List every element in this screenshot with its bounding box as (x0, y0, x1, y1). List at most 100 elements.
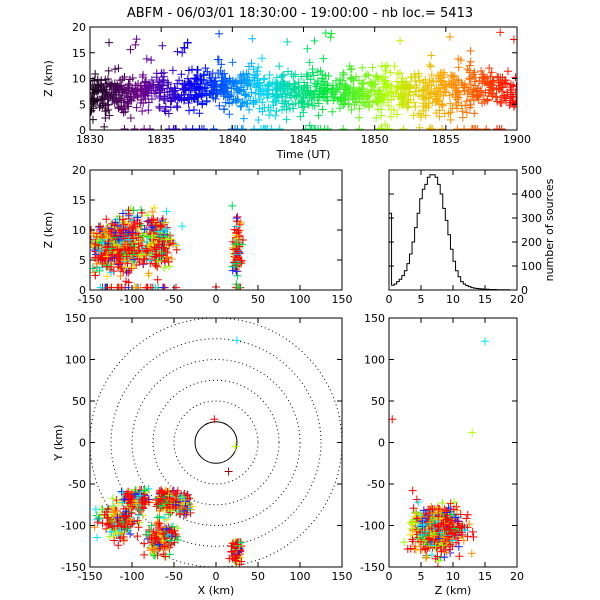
x-axis-label: Time (UT) (276, 148, 331, 161)
data-point (232, 88, 241, 97)
data-point (254, 63, 263, 72)
data-point (153, 275, 162, 284)
data-point (425, 60, 434, 69)
data-point (265, 85, 274, 94)
data-point (398, 78, 407, 87)
data-point (139, 92, 148, 101)
data-point (355, 104, 364, 113)
data-point (140, 124, 149, 130)
data-point (161, 247, 170, 256)
data-point (95, 238, 104, 247)
y-tick-label: 100 (521, 260, 542, 273)
data-point (172, 102, 181, 111)
x-tick-label: -50 (165, 570, 183, 583)
data-point (139, 504, 148, 513)
data-point (252, 69, 261, 78)
data-point (160, 237, 169, 246)
data-point (202, 78, 211, 87)
data-point (240, 90, 249, 99)
data-point (237, 557, 246, 566)
data-point (168, 522, 177, 531)
data-point (292, 91, 301, 100)
histogram-bin (461, 282, 464, 290)
data-point (147, 216, 156, 225)
data-point (416, 510, 425, 519)
data-point (110, 506, 119, 515)
data-point (144, 98, 153, 107)
data-point (314, 111, 323, 120)
data-point (104, 239, 113, 248)
data-point (296, 112, 305, 121)
data-point (184, 504, 193, 513)
data-point (114, 88, 123, 97)
data-point (163, 503, 172, 512)
data-point (124, 209, 133, 218)
data-point (442, 506, 451, 515)
data-point (236, 218, 245, 227)
histogram-bin (456, 271, 459, 290)
data-point (464, 87, 473, 96)
data-point (412, 514, 421, 523)
data-point (352, 97, 361, 106)
data-point (422, 93, 431, 102)
data-point (167, 507, 176, 516)
x-tick-label: 50 (251, 570, 265, 583)
data-point (272, 73, 281, 82)
data-point (339, 68, 348, 77)
data-point (157, 501, 166, 510)
data-point (410, 98, 419, 107)
data-point (486, 72, 495, 81)
data-point (477, 66, 486, 75)
outlier-point (481, 337, 489, 346)
histogram-bin (394, 284, 397, 290)
data-point (467, 92, 476, 101)
data-point (132, 103, 141, 112)
data-point (433, 503, 442, 512)
data-point (110, 536, 119, 545)
outlier-point (210, 415, 219, 424)
y-tick-label: 150 (364, 312, 385, 325)
data-point (313, 67, 322, 76)
plot-area (389, 337, 489, 567)
data-point (176, 510, 185, 519)
data-point (432, 94, 441, 103)
data-point (151, 261, 160, 270)
data-point (129, 94, 138, 103)
y-tick-label: 100 (65, 354, 86, 367)
data-point (509, 93, 517, 102)
data-point (306, 88, 315, 97)
data-point (403, 81, 412, 90)
data-point (155, 519, 164, 528)
data-point (155, 88, 164, 97)
data-point (160, 263, 169, 272)
data-point (239, 114, 248, 123)
data-point (311, 86, 320, 95)
data-point (337, 94, 346, 103)
axis-frame (89, 317, 343, 568)
data-point (156, 86, 165, 95)
plot-area (90, 28, 517, 130)
data-point (440, 525, 449, 534)
data-point (349, 83, 358, 92)
data-point (242, 69, 251, 78)
data-point (117, 530, 126, 539)
data-point (439, 73, 448, 82)
data-point (233, 259, 242, 268)
data-point (158, 41, 167, 50)
data-point (140, 550, 149, 559)
data-point (452, 90, 461, 99)
data-point (102, 508, 111, 517)
data-point (188, 502, 197, 511)
data-point (96, 283, 105, 290)
histogram-bin (458, 277, 461, 290)
data-point (150, 546, 159, 555)
data-point (123, 491, 132, 500)
data-point (268, 89, 277, 98)
data-point (412, 545, 421, 554)
data-point (322, 79, 331, 88)
data-point (124, 517, 133, 526)
histogram-bin (430, 175, 433, 290)
data-point (111, 233, 120, 242)
data-point (424, 87, 433, 96)
data-point (164, 257, 173, 266)
